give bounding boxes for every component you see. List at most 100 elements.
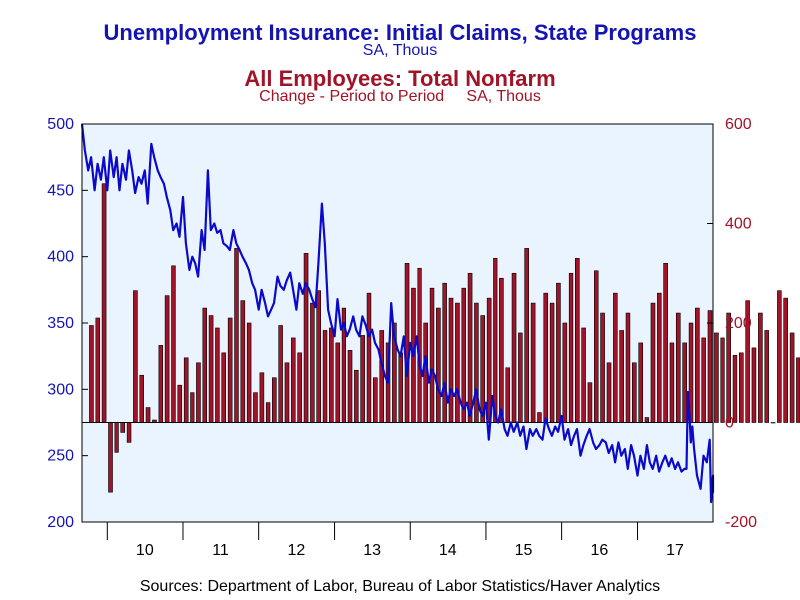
bar — [739, 352, 744, 423]
chart-title-claims: Unemployment Insurance: Initial Claims, … — [103, 20, 697, 45]
bar — [158, 345, 164, 423]
bar — [587, 382, 593, 423]
bar — [695, 307, 700, 423]
bar — [707, 310, 713, 423]
bar — [530, 302, 536, 423]
bar — [644, 417, 649, 423]
bar — [310, 302, 315, 423]
bar — [398, 352, 403, 423]
bar — [126, 422, 132, 443]
bar — [455, 302, 460, 423]
bar — [278, 325, 283, 423]
bar — [745, 300, 750, 423]
bar — [758, 312, 763, 423]
x-tick-label: 16 — [590, 542, 608, 559]
bar — [663, 262, 668, 423]
bar — [190, 392, 195, 423]
bar — [360, 335, 365, 423]
bar — [373, 377, 378, 423]
source-note: Sources: Department of Labor, Bureau of … — [139, 578, 661, 595]
bar — [562, 322, 568, 423]
bar — [221, 352, 227, 423]
bar — [486, 297, 492, 423]
bar — [796, 357, 800, 423]
x-axis: 10 11 12 13 14 15 16 17 — [106, 522, 684, 559]
bar — [461, 287, 466, 423]
bar — [632, 362, 637, 423]
bar — [366, 292, 372, 423]
bar — [139, 374, 144, 423]
bar — [379, 330, 385, 423]
right-tick-label: 600 — [725, 116, 752, 133]
bar — [196, 362, 201, 423]
bar — [638, 342, 644, 423]
bar — [619, 330, 624, 423]
x-tick-label: 13 — [363, 542, 381, 559]
bar — [669, 342, 675, 423]
bar — [114, 422, 119, 453]
bar — [171, 265, 176, 423]
bar — [613, 292, 618, 423]
bar — [291, 337, 296, 423]
bar — [429, 287, 435, 423]
bar — [770, 422, 776, 424]
chart-title-payrolls: All Employees: Total Nonfarm — [244, 66, 556, 91]
bar — [556, 282, 561, 423]
bar — [316, 290, 321, 423]
bar — [246, 322, 252, 423]
bar — [549, 302, 555, 423]
bar — [720, 337, 725, 423]
left-tick-label: 300 — [47, 381, 74, 398]
x-tick-label: 14 — [439, 542, 457, 559]
bar — [347, 350, 353, 423]
bar — [625, 312, 631, 423]
x-tick-label: 11 — [212, 542, 229, 559]
bar — [404, 262, 410, 423]
bar — [524, 248, 529, 423]
bar — [436, 307, 441, 423]
left-tick-label: 450 — [47, 182, 74, 199]
bar — [183, 357, 189, 423]
bar — [89, 325, 94, 423]
bar — [682, 342, 687, 423]
bar — [95, 317, 100, 423]
left-axis: 200 250 300 350 400 450 500 — [47, 116, 88, 531]
bar — [574, 258, 580, 423]
bar — [253, 392, 258, 423]
bar — [322, 330, 328, 423]
left-tick-label: 200 — [47, 514, 74, 531]
right-axis: -200 0 200 400 600 — [707, 116, 757, 531]
bar — [537, 412, 542, 423]
bar — [202, 307, 207, 423]
bar — [272, 377, 277, 423]
x-tick-label: 10 — [136, 542, 154, 559]
chart-subtitle-claims: SA, Thous — [362, 42, 438, 59]
bar — [581, 327, 586, 423]
bar — [303, 253, 309, 423]
bar — [265, 402, 271, 423]
bar — [297, 352, 302, 423]
bar — [714, 332, 719, 423]
bar — [493, 258, 498, 423]
bar — [467, 272, 473, 423]
bar — [145, 407, 151, 423]
left-tick-label: 250 — [47, 448, 74, 465]
bar — [726, 312, 731, 423]
bar — [108, 422, 113, 493]
bar — [783, 297, 788, 423]
bar — [120, 422, 126, 433]
bar — [215, 327, 220, 423]
bar — [234, 248, 239, 423]
x-tick-label: 17 — [666, 542, 684, 559]
bar — [499, 277, 504, 423]
bar — [777, 290, 782, 423]
left-tick-label: 500 — [47, 116, 74, 133]
bar — [259, 372, 265, 423]
left-tick-label: 400 — [47, 249, 74, 266]
right-tick-label: 400 — [725, 216, 752, 233]
bar — [600, 312, 605, 423]
bar — [518, 332, 523, 423]
bar — [133, 290, 138, 423]
bar — [732, 355, 738, 423]
